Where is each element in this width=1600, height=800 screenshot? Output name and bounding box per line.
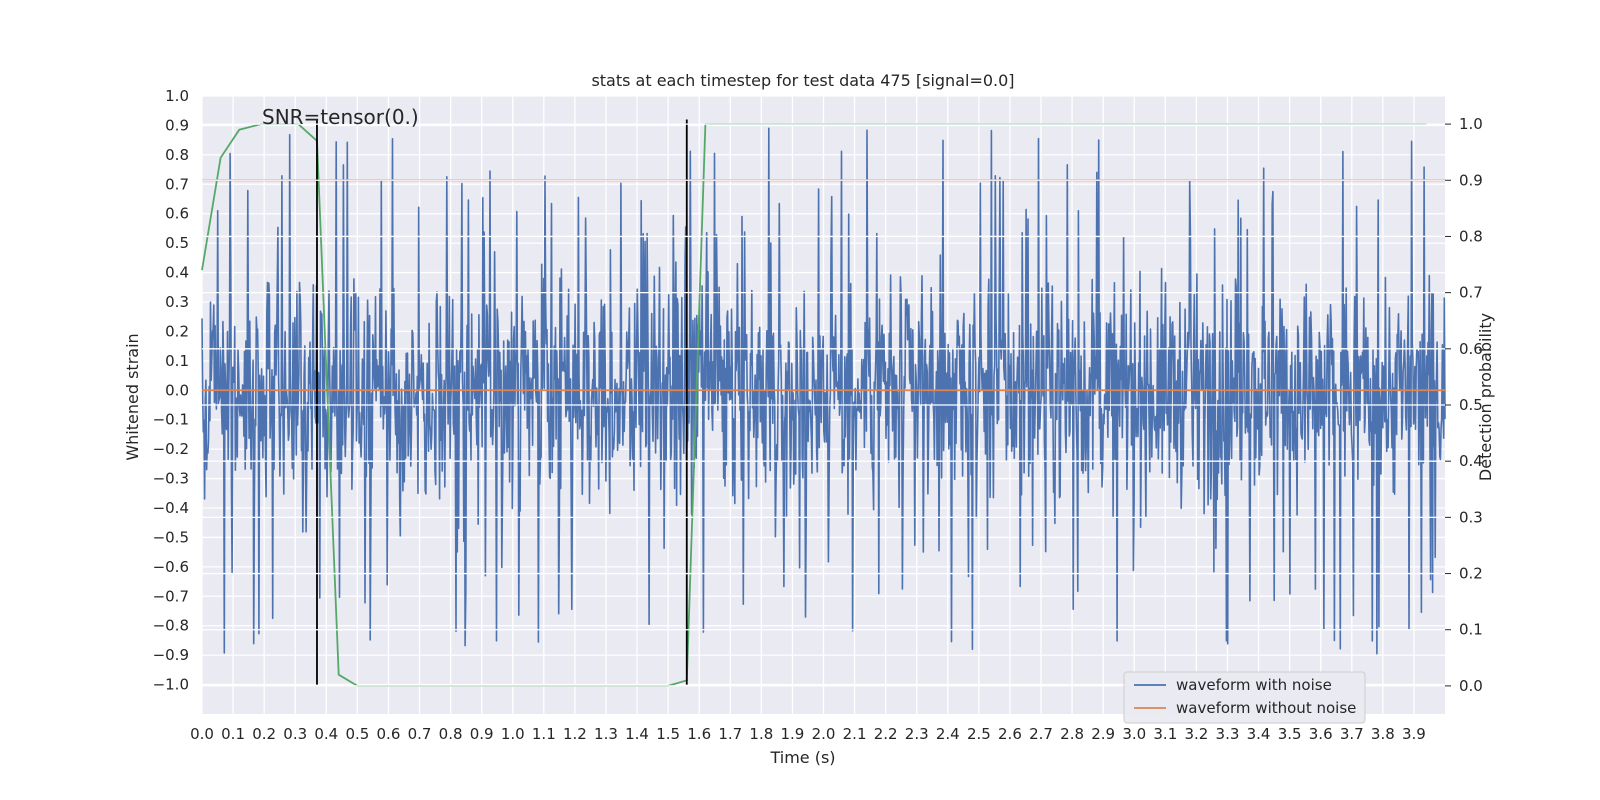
- x-tick-label: 1.3: [594, 725, 618, 743]
- y-tick-label: −0.1: [153, 411, 189, 429]
- x-tick-label: 3.3: [1216, 725, 1240, 743]
- x-tick-label: 1.4: [625, 725, 649, 743]
- y-tick-label: −0.9: [153, 646, 189, 664]
- x-tick-label: 1.6: [687, 725, 711, 743]
- legend: waveform with noise waveform without noi…: [1123, 671, 1366, 724]
- x-tick-label: 3.7: [1340, 725, 1364, 743]
- y-right-tick-label: 0.4: [1459, 452, 1483, 470]
- axes: 0.0 0.1 0.2 0.3 0.4 0.5 0.6 0.7 0.8 0.9 1.0 1.1 1.2 1…: [153, 87, 1483, 743]
- x-tick-label: 1.0: [501, 725, 525, 743]
- x-tick-label: 1.8: [749, 725, 773, 743]
- y-right-tick-label: 0.9: [1459, 171, 1483, 189]
- x-tick-label: 1.1: [532, 725, 556, 743]
- x-tick-label: 1.7: [718, 725, 742, 743]
- y-tick-label: −0.6: [153, 558, 189, 576]
- y-tick-label: −0.2: [153, 440, 189, 458]
- legend-box: [1123, 671, 1366, 724]
- y-right-tick-label: 0.1: [1459, 621, 1483, 639]
- y-tick-label: −1.0: [153, 676, 189, 694]
- y-tick-label: 0.2: [165, 322, 189, 340]
- x-tick-label: 1.9: [780, 725, 804, 743]
- x-tick-label: 0.5: [345, 725, 369, 743]
- x-tick-label: 0.3: [283, 725, 307, 743]
- x-tick-label: 0.6: [377, 725, 401, 743]
- y-tick-label: 0.0: [165, 381, 189, 399]
- x-tick-label: 2.9: [1091, 725, 1115, 743]
- y-axis-right-label: Detection probability: [1476, 313, 1495, 481]
- x-tick-label: 3.4: [1247, 725, 1271, 743]
- x-tick-label: 3.6: [1309, 725, 1333, 743]
- x-tick-label: 0.7: [408, 725, 432, 743]
- y-tick-label: −0.8: [153, 617, 189, 635]
- y-right-tick-label: 0.2: [1459, 565, 1483, 583]
- x-tick-label: 1.2: [563, 725, 587, 743]
- y-right-tick-label: 0.8: [1459, 227, 1483, 245]
- x-tick-label: 3.2: [1184, 725, 1208, 743]
- y-tick-label: 1.0: [165, 87, 189, 105]
- x-tick-label: 2.0: [812, 725, 836, 743]
- x-tick-label: 2.7: [1029, 725, 1053, 743]
- x-tick-label: 1.5: [656, 725, 680, 743]
- x-tick-label: 3.8: [1371, 725, 1395, 743]
- y-tick-label: 0.5: [165, 234, 189, 252]
- x-tick-label: 0.1: [221, 725, 245, 743]
- x-tick-label: 2.4: [936, 725, 960, 743]
- y-right-tick-label: 0.5: [1459, 396, 1483, 414]
- y-tick-label: −0.5: [153, 528, 189, 546]
- snr-annotation: SNR=tensor(0.): [262, 105, 419, 129]
- y-axis-label: Whitened strain: [123, 333, 142, 460]
- waveform-with-noise-line: [201, 127, 1446, 655]
- x-tick-label: 2.2: [874, 725, 898, 743]
- x-tick-label: 3.0: [1122, 725, 1146, 743]
- x-tick-label: 0.0: [190, 725, 214, 743]
- x-tick-label: 2.6: [998, 725, 1022, 743]
- x-tick-label: 0.4: [314, 725, 338, 743]
- x-tick-label: 2.3: [905, 725, 929, 743]
- y-right-tick-label: 0.3: [1459, 508, 1483, 526]
- y-right-tick-label: 0.6: [1459, 340, 1483, 358]
- y-tick-label: 0.9: [165, 116, 189, 134]
- x-tick-label: 0.2: [252, 725, 276, 743]
- legend-label-without-noise: waveform without noise: [1176, 699, 1356, 717]
- chart-title: stats at each timestep for test data 475…: [591, 71, 1014, 90]
- y-right-tick-label: 1.0: [1459, 115, 1483, 133]
- x-tick-label: 2.1: [843, 725, 867, 743]
- x-tick-label: 3.1: [1153, 725, 1177, 743]
- x-tick-label: 0.8: [439, 725, 463, 743]
- x-tick-label: 2.5: [967, 725, 991, 743]
- y-tick-label: −0.3: [153, 470, 189, 488]
- x-tick-label: 3.9: [1402, 725, 1426, 743]
- y-tick-label: −0.7: [153, 587, 189, 605]
- y-tick-label: 0.8: [165, 146, 189, 164]
- y-tick-label: −0.4: [153, 499, 189, 517]
- y-tick-label: 0.7: [165, 175, 189, 193]
- y-right-tick-label: 0.0: [1459, 677, 1483, 695]
- y-tick-label: 0.1: [165, 352, 189, 370]
- y-tick-label: 0.3: [165, 293, 189, 311]
- x-tick-label: 2.8: [1060, 725, 1084, 743]
- y-right-tick-label: 0.7: [1459, 284, 1483, 302]
- x-tick-label: 0.9: [470, 725, 494, 743]
- x-axis-label: Time (s): [769, 748, 835, 767]
- y-tick-label: 0.4: [165, 264, 189, 282]
- legend-label-with-noise: waveform with noise: [1176, 676, 1332, 694]
- x-tick-label: 3.5: [1278, 725, 1302, 743]
- y-tick-label: 0.6: [165, 205, 189, 223]
